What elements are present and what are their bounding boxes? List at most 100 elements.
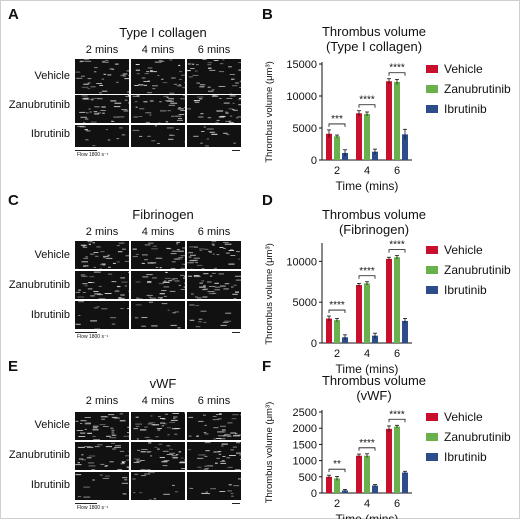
microscopy-image bbox=[187, 271, 241, 299]
y-tick-label: 0 bbox=[311, 488, 317, 500]
bar bbox=[372, 151, 378, 160]
significance-bracket bbox=[328, 468, 346, 473]
panel-letter-a: A bbox=[8, 6, 19, 23]
y-tick-label: 5000 bbox=[293, 123, 317, 135]
legend-label: Vehicle bbox=[444, 62, 483, 76]
x-tick-label: 2 bbox=[334, 165, 340, 177]
row-label: Vehicle bbox=[34, 249, 70, 261]
bar bbox=[386, 428, 392, 493]
significance-bracket bbox=[358, 104, 376, 108]
significance-label: *** bbox=[331, 114, 343, 125]
row-label: Vehicle bbox=[34, 419, 70, 431]
microscopy-image bbox=[131, 125, 185, 147]
legend-label: Vehicle bbox=[444, 410, 483, 424]
bar bbox=[372, 485, 378, 493]
panel-letter-b: B bbox=[262, 6, 273, 23]
microscopy-image bbox=[75, 442, 129, 470]
flow-arrow-icon bbox=[75, 503, 97, 504]
significance-bracket bbox=[358, 447, 376, 451]
bar bbox=[394, 426, 400, 493]
column-label: 6 mins bbox=[197, 44, 231, 56]
bar bbox=[394, 81, 400, 160]
y-tick-label: 10000 bbox=[286, 256, 317, 268]
bar bbox=[402, 134, 408, 160]
microscopy-image bbox=[187, 59, 241, 94]
bar-chart-f: Thrombus volume(vWF) 0 500 1000 1500 2000 2500… bbox=[264, 373, 511, 519]
flow-arrow-icon bbox=[75, 150, 97, 151]
row-label: Zanubrutinib bbox=[8, 99, 70, 111]
column-label: 4 mins bbox=[141, 226, 175, 238]
bar bbox=[364, 113, 370, 160]
scale-bar bbox=[232, 503, 240, 504]
y-tick-label: 15000 bbox=[286, 59, 317, 71]
legend-label: Zanubrutinib bbox=[444, 82, 511, 96]
x-tick-label: 2 bbox=[334, 348, 340, 360]
legend-label: Zanubrutinib bbox=[444, 430, 511, 444]
flow-label: Flow 1800 s⁻¹ bbox=[77, 505, 109, 511]
bar bbox=[334, 136, 340, 160]
legend-label: Ibrutinib bbox=[444, 283, 487, 297]
microscopy-image bbox=[187, 301, 241, 329]
bar bbox=[364, 455, 370, 493]
panel-letter-e: E bbox=[8, 358, 19, 375]
legend-label: Vehicle bbox=[444, 243, 483, 257]
flow-arrow-icon bbox=[75, 332, 97, 333]
microscopy-image bbox=[75, 301, 129, 329]
legend-swatch bbox=[426, 286, 438, 294]
legend-swatch bbox=[426, 85, 438, 93]
legend-swatch bbox=[426, 453, 438, 461]
y-tick-label: 0 bbox=[311, 155, 317, 167]
y-tick-label: 2000 bbox=[293, 423, 317, 435]
panel-letter-f: F bbox=[262, 358, 272, 375]
bar bbox=[342, 152, 348, 160]
micro-title-a: Type I collagen bbox=[119, 25, 207, 40]
chart-title: Thrombus volume bbox=[322, 207, 426, 222]
microscopy-image bbox=[131, 95, 185, 123]
scale-bar bbox=[232, 150, 240, 151]
bar bbox=[326, 318, 332, 343]
column-label: 4 mins bbox=[141, 395, 175, 407]
bar bbox=[386, 258, 392, 343]
significance-bracket bbox=[388, 418, 406, 423]
column-label: 4 mins bbox=[141, 44, 175, 56]
chart-subtitle: (Type I collagen) bbox=[326, 39, 422, 54]
legend-swatch bbox=[426, 413, 438, 421]
row-label: Zanubrutinib bbox=[8, 449, 70, 461]
microscopy-image bbox=[75, 472, 129, 500]
x-tick-label: 6 bbox=[394, 498, 400, 510]
column-label: 6 mins bbox=[197, 226, 231, 238]
row-label: Vehicle bbox=[34, 70, 70, 82]
bar bbox=[372, 335, 378, 343]
microscopy-image bbox=[187, 95, 241, 123]
scale-bar bbox=[232, 332, 240, 333]
microscopy-image bbox=[75, 271, 129, 299]
microscopy-image bbox=[131, 241, 185, 269]
legend-swatch bbox=[426, 105, 438, 113]
microscopy-image bbox=[131, 412, 185, 440]
row-label: Ibrutinib bbox=[30, 309, 70, 321]
y-tick-label: 5000 bbox=[293, 297, 317, 309]
microscopy-image bbox=[131, 301, 185, 329]
significance-label: **** bbox=[389, 240, 405, 251]
x-axis-title: Time (mins) bbox=[336, 362, 399, 376]
bar bbox=[342, 490, 348, 493]
significance-bracket bbox=[388, 249, 406, 253]
x-tick-label: 2 bbox=[334, 498, 340, 510]
column-label: 2 mins bbox=[85, 395, 119, 407]
column-label: 2 mins bbox=[85, 226, 119, 238]
y-axis-title: Thrombus volume (μm³) bbox=[264, 402, 275, 504]
bar bbox=[356, 285, 362, 343]
significance-bracket bbox=[328, 123, 346, 127]
x-axis-title: Time (mins) bbox=[336, 512, 399, 519]
row-label: Ibrutinib bbox=[30, 479, 70, 491]
significance-label: **** bbox=[389, 409, 405, 420]
significance-label: **** bbox=[359, 266, 375, 277]
legend-swatch bbox=[426, 65, 438, 73]
bar-chart-d: Thrombus volume(Fibrinogen) 0 5000 10000 Thr… bbox=[264, 207, 511, 376]
significance-label: **** bbox=[359, 438, 375, 449]
micro-title-e: vWF bbox=[149, 376, 177, 391]
chart-title: Thrombus volume bbox=[322, 24, 426, 39]
microscopy-image bbox=[75, 59, 129, 94]
y-tick-label: 0 bbox=[311, 338, 317, 350]
x-tick-label: 6 bbox=[394, 165, 400, 177]
